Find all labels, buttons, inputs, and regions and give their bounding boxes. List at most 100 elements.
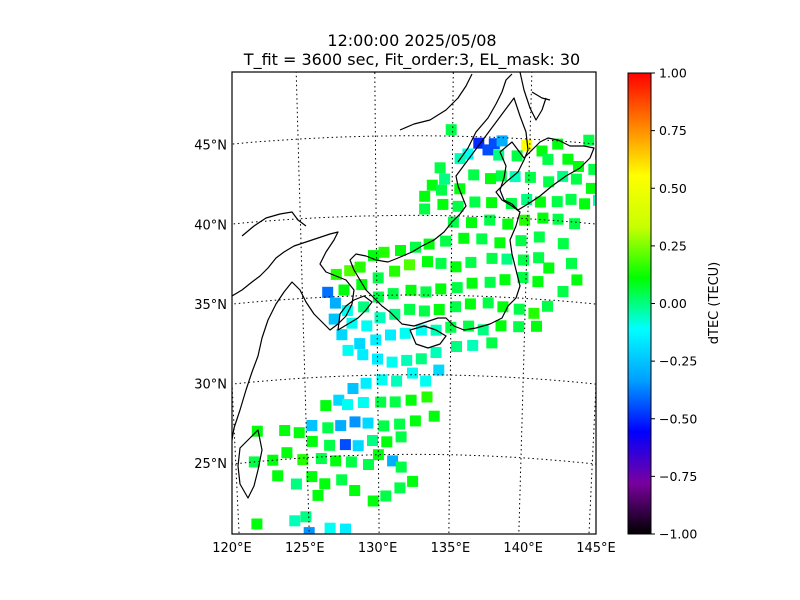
dtec-pixel [419,190,431,202]
dtec-pixel [330,455,342,467]
dtec-pixel [579,198,591,210]
dtec-pixel [344,265,356,277]
dtec-pixel [445,321,457,333]
dtec-pixel [340,523,351,534]
dtec-pixel [354,338,366,350]
dtec-pixel [593,194,596,206]
dtec-pixel [336,474,348,486]
colorbar-tick-label: −1.00 [659,527,697,542]
colorbar-tick-label: 0.75 [659,123,687,138]
dtec-pixel [551,196,563,208]
dtec-pixel [440,235,452,247]
dtec-pixel [435,257,447,269]
dtec-pixel [322,286,334,298]
meridian-line [518,72,533,534]
dtec-pixel [496,135,508,147]
dtec-pixel [409,415,421,427]
latitude-tick-labels: 45°N 40°N 35°N 30°N 25°N [194,139,227,473]
dtec-pixel [389,308,401,320]
latitude-tick-label: 25°N [194,457,227,472]
coast-japan-honshu [349,73,529,331]
latitude-tick-label: 30°N [194,378,227,393]
dtec-pixel [435,283,447,295]
dtec-pixel [336,329,348,341]
dtec-pixel [565,193,577,205]
dtec-pixel [342,399,353,411]
dtec-pixel [450,261,462,273]
dtec-pixel [376,374,388,386]
latitude-tick-label: 35°N [194,298,227,313]
dtec-pixel [502,218,514,230]
dtec-pixel [552,213,564,225]
dtec-pixel [501,253,513,265]
dtec-pixel [484,276,496,288]
colorbar-tick-label: −0.25 [659,354,697,369]
dtec-pixel [467,339,479,351]
dtec-pixel [404,259,415,271]
dtec-pixel [360,377,372,389]
dtec-pixel [519,214,531,226]
dtec-pixel [374,312,386,324]
dtec-pixel [357,349,369,361]
dtec-pixel [557,238,569,250]
dtec-pixel [495,320,507,332]
longitude-tick-label: 125°E [285,541,325,556]
dtec-pixel [370,334,382,346]
dtec-pixel [515,235,527,247]
dtec-pixel [367,435,378,446]
dtec-pixel [521,194,533,205]
dtec-pixel [324,522,336,534]
dtec-pixel [531,320,542,332]
dtec-pixel [571,274,583,286]
dtec-pixel [303,527,315,534]
graticule [232,72,596,534]
dtec-pixel [415,324,427,336]
chart-subtitle: T_fit = 3600 sec, Fit_order:3, EL_mask: … [243,50,580,70]
coast-korea-china [232,211,355,441]
dtec-pixel [407,367,418,379]
dtec-pixel [354,261,366,273]
dtec-pixel [521,139,533,151]
dtec-pixel [513,303,525,315]
longitude-tick-label: 145°E [576,541,616,556]
dtec-pixel [437,198,449,210]
dtec-pixel [509,171,521,183]
dtec-pixel [452,200,464,212]
dtec-pixel [405,394,417,406]
longitude-tick-labels: 120°E 125°E 130°E 135°E 140°E 145°E [212,541,616,556]
colorbar-label: dTEC (TECU) [707,262,722,345]
colorbar-tick-label: −0.50 [659,411,697,426]
dtec-pixel [463,320,475,332]
dtec-pixel [511,150,523,162]
dtec-pixel [420,375,432,387]
dtec-pixel [349,416,361,428]
dtec-pixel [347,383,359,394]
chart-title: 12:00:00 2025/05/08 [327,31,496,50]
dtec-pixel [290,478,302,490]
parallel-line [232,214,596,225]
longitude-tick-label: 130°E [358,541,398,556]
colorbar-tick-label: 1.00 [659,66,687,81]
dtec-pixel [422,256,433,268]
dtec-pixel [418,305,430,317]
dtec-pixel [410,241,421,253]
dtec-pixel [524,171,536,183]
dtec-pixel [363,459,374,470]
dtec-pixel [436,184,447,196]
dtec-pixel [532,276,544,288]
dtec-pixel [306,435,318,447]
dtec-pixel [533,231,545,243]
dtec-pixel [588,163,596,175]
dtec-pixel [279,425,291,436]
dtec-pixel [341,305,353,317]
dtec-pixel [395,431,407,443]
dtec-pixel [322,422,334,434]
dtec-pixel [389,396,401,408]
dtec-pixel [395,461,407,473]
dtec-pixel [319,478,331,490]
dtec-pixel [517,272,529,283]
dtec-pixel [386,356,398,368]
dtec-pixel [534,196,546,208]
longitude-tick-label: 140°E [503,541,543,556]
